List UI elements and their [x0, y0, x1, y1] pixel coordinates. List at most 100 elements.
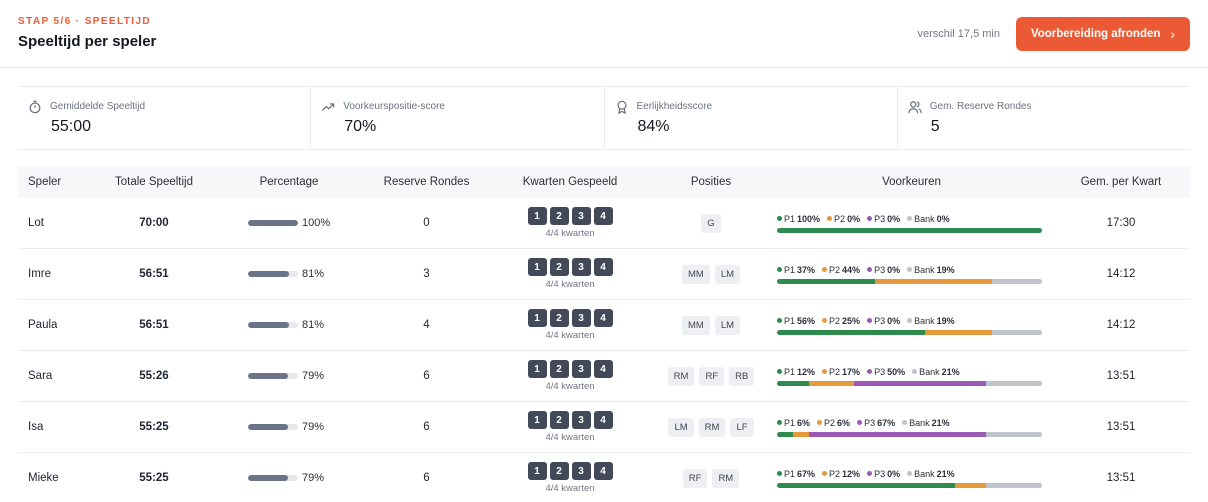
percentage-cell: 79%: [214, 472, 364, 484]
preference-legend-item: P3 0%: [867, 316, 900, 326]
quarter-badge: 3: [571, 258, 591, 276]
total-playtime: 56:51: [139, 268, 169, 280]
preference-segment: [853, 380, 987, 386]
column-header-reserve[interactable]: Reserve Rondes: [383, 176, 470, 188]
quarters-played-label: 4/4 kwarten: [545, 330, 595, 341]
preference-value: 100%: [797, 213, 821, 224]
position-chip: MM: [681, 264, 710, 284]
position-chip: G: [701, 213, 721, 233]
preference-dot: [777, 267, 782, 272]
column-header-avg-per-quarter[interactable]: Gem. per Kwart: [1080, 176, 1162, 188]
position-chip: LM: [714, 315, 741, 335]
preference-key: P3: [874, 213, 886, 224]
stat-label: Gem. Reserve Rondes: [929, 101, 1032, 112]
preference-segment: [777, 227, 1042, 233]
preference-segment: [792, 431, 809, 437]
avg-per-quarter: 13:51: [1106, 472, 1136, 484]
quarter-badge: 4: [593, 360, 613, 378]
preference-legend-item: P1 12%: [777, 367, 815, 377]
preference-dot: [777, 369, 782, 374]
percentage-bar: [248, 322, 298, 328]
preferences-cell: P1 67% P2 12% P3 0% Bank 21%: [771, 469, 1052, 488]
column-header-total[interactable]: Totale Speeltijd: [115, 176, 193, 188]
total-playtime: 55:25: [139, 421, 169, 433]
preference-value: 21%: [931, 417, 950, 428]
preference-stack-bar: [777, 278, 1042, 284]
quarters-played-label: 4/4 kwarten: [545, 279, 595, 290]
column-header-quarters[interactable]: Kwarten Gespeeld: [522, 176, 618, 188]
quarter-badge: 1: [527, 411, 547, 429]
preference-segment: [986, 380, 1042, 386]
finish-preparation-button[interactable]: Voorbereiding afronden ›: [1016, 17, 1190, 51]
quarter-badge: 2: [549, 462, 569, 480]
preference-legend-item: P1 56%: [777, 316, 815, 326]
preference-value: 21%: [936, 468, 955, 479]
preference-segment: [991, 329, 1042, 335]
stat-card-avg-reserve: Gem. Reserve Rondes 5: [898, 87, 1190, 149]
position-chip: RB: [729, 366, 755, 386]
preference-legend-item: P1 6%: [777, 418, 810, 428]
preference-legend-item: P2 12%: [822, 469, 860, 479]
percentage-cell: 100%: [214, 217, 364, 229]
preference-segment: [991, 278, 1042, 284]
preference-legend-item: P2 0%: [827, 214, 860, 224]
preference-segment: [777, 380, 809, 386]
position-chip: MM: [681, 315, 710, 335]
preference-segment: [777, 431, 793, 437]
preference-value: 67%: [797, 468, 816, 479]
preferences-cell: P1 37% P2 44% P3 0% Bank 19%: [771, 265, 1052, 284]
column-header-preferences[interactable]: Voorkeuren: [882, 176, 941, 188]
preference-dot: [777, 420, 782, 425]
quarter-badge: 3: [571, 411, 591, 429]
stat-card-avg-playtime: Gemiddelde Speeltijd 55:00: [18, 87, 312, 149]
positions-cell: MM LM: [651, 264, 771, 284]
preference-dot: [822, 267, 828, 272]
total-playtime: 55:25: [139, 472, 169, 484]
preference-key: P3: [874, 264, 886, 275]
quarter-badge: 1: [527, 207, 547, 225]
quarter-badge: 1: [527, 462, 547, 480]
percentage-value: 79%: [302, 472, 325, 484]
position-chip: RM: [698, 417, 726, 437]
preference-value: 56%: [797, 315, 816, 326]
chevron-right-icon: ›: [1170, 26, 1176, 42]
playtime-table: Speler Totale Speeltijd Percentage Reser…: [18, 166, 1190, 502]
avg-per-quarter: 13:51: [1106, 370, 1136, 382]
player-name: Paula: [28, 319, 58, 331]
column-header-player[interactable]: Speler: [28, 176, 62, 188]
percentage-value: 81%: [302, 268, 325, 280]
quarter-badge: 2: [549, 207, 569, 225]
preference-value: 12%: [842, 468, 861, 479]
preference-dot: [867, 471, 873, 476]
preference-key: P1: [784, 213, 796, 224]
preference-legend-item: P3 67%: [857, 418, 895, 428]
preference-stack-bar: [777, 329, 1042, 335]
stat-value: 70%: [344, 118, 377, 135]
position-chip: RM: [667, 366, 695, 386]
quarter-badge: 4: [593, 462, 613, 480]
total-playtime: 56:51: [139, 319, 169, 331]
column-header-percentage[interactable]: Percentage: [259, 176, 319, 188]
preference-value: 19%: [936, 315, 955, 326]
reserve-rounds: 0: [423, 217, 430, 229]
player-name: Mieke: [28, 472, 59, 484]
column-header-positions[interactable]: Posities: [690, 176, 732, 188]
step-indicator: STAP 5/6 · SPEELTIJD: [18, 16, 152, 27]
preference-value: 0%: [887, 468, 901, 479]
preference-segment: [954, 482, 987, 488]
preference-dot: [827, 216, 833, 221]
preference-key: Bank: [914, 468, 935, 479]
preference-legend-item: Bank 19%: [907, 265, 955, 275]
preference-value: 21%: [941, 366, 960, 377]
users-icon: [908, 101, 922, 114]
stat-card-fairness-score: Eerlijkheidsscore 84%: [605, 87, 898, 149]
